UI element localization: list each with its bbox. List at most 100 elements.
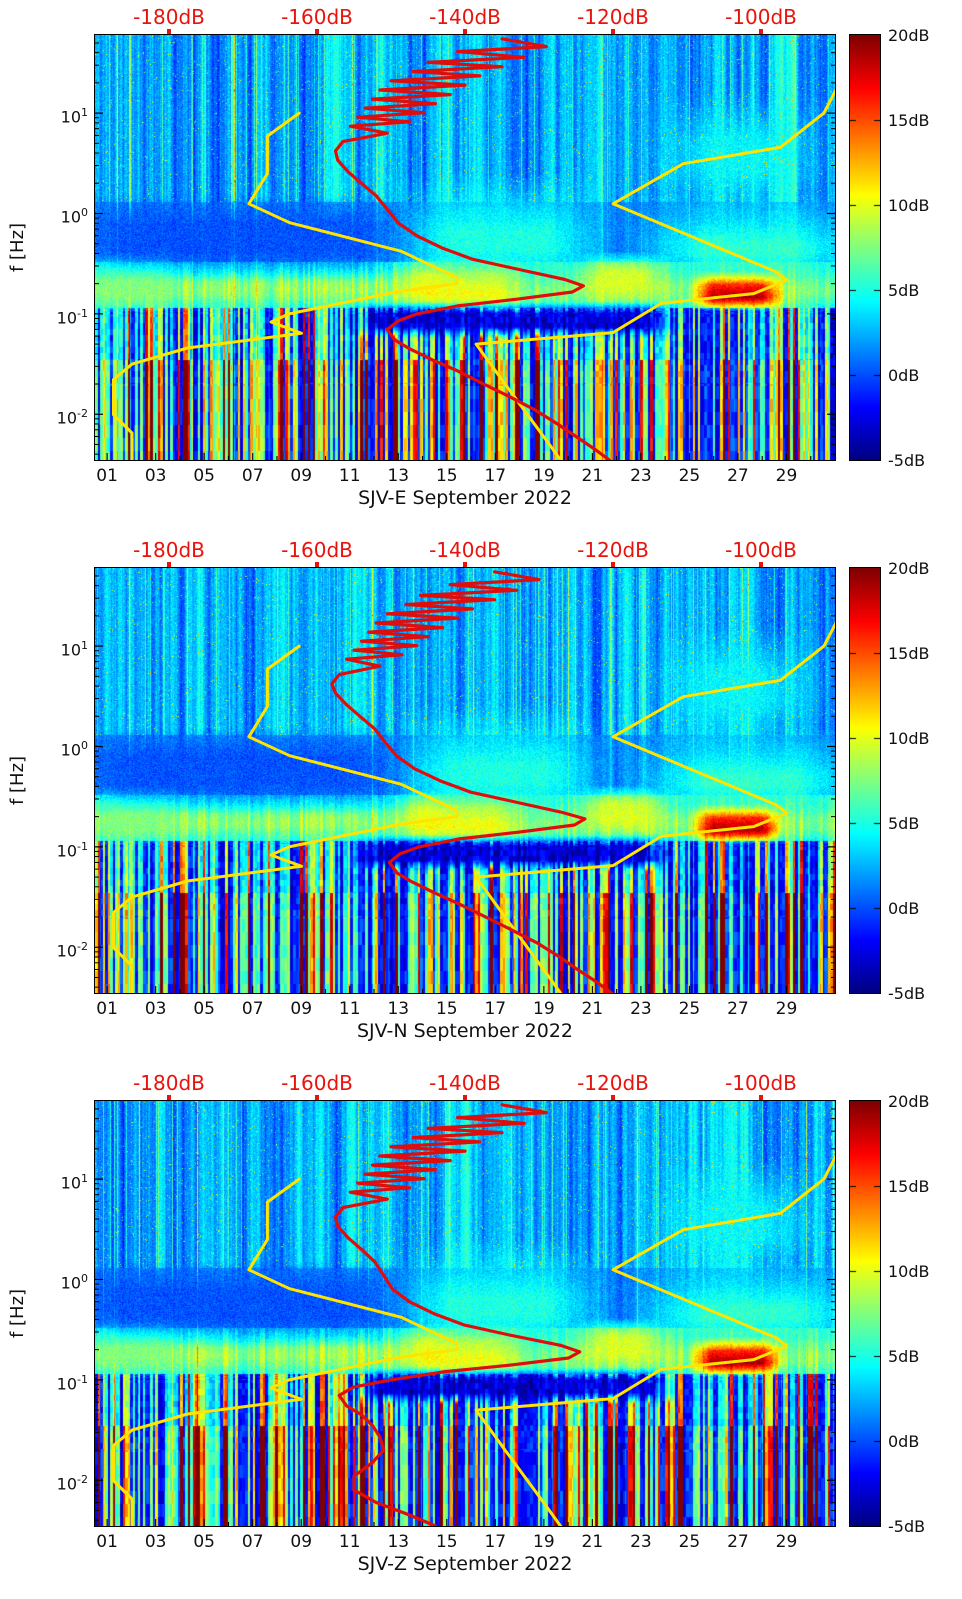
red-median-psd-curve <box>333 37 611 460</box>
red-median-psd-curve <box>330 570 614 993</box>
colorbar-gradient <box>850 568 880 993</box>
y-tick-exponent: -2 <box>77 940 88 954</box>
x-tick-label: 03 <box>144 999 167 1019</box>
x-tick-label: 17 <box>484 999 507 1019</box>
x-tick-label: 17 <box>484 1532 507 1552</box>
top-axis-db-label: -120dB <box>577 1071 649 1095</box>
x-tick-label: 23 <box>630 1532 652 1552</box>
y-tick-exponent: -1 <box>77 1372 88 1386</box>
y-tick-exponent: -1 <box>77 839 88 853</box>
y-tick-label: 10-2 <box>56 407 88 428</box>
x-tick-label: 07 <box>241 1532 264 1552</box>
spectrogram-canvas <box>95 568 835 993</box>
x-tick-label: 21 <box>581 999 604 1019</box>
top-axis-tick <box>315 29 319 36</box>
top-axis-db-label: -140dB <box>429 5 501 29</box>
y-axis-label-text: f [Hz] <box>7 755 29 806</box>
plot-overlay <box>95 1103 835 1526</box>
panel-title: SJV-N September 2022 <box>356 1020 574 1042</box>
x-tick-label: 15 <box>435 466 458 486</box>
yellow-high-noise-model-curve <box>474 88 835 460</box>
colorbar-tick-label: 5dB <box>888 281 920 300</box>
top-axis-db-label: -160dB <box>281 538 353 562</box>
colorbar-tick-label: 0dB <box>888 1432 920 1451</box>
colorbar-tick-label: 5dB <box>888 1347 920 1366</box>
x-tick-label: 27 <box>727 466 749 486</box>
colorbar <box>849 567 881 994</box>
y-tick-exponent: 1 <box>81 106 88 120</box>
top-axis-tick <box>611 562 615 569</box>
x-tick-label: 07 <box>241 999 264 1019</box>
y-axis-label: f [Hz] <box>0 1101 36 1526</box>
x-tick-label: 21 <box>581 1532 604 1552</box>
x-tick-label: 13 <box>387 999 410 1019</box>
y-axis-label: f [Hz] <box>0 35 36 460</box>
plot-area <box>94 34 836 461</box>
x-tick-label: 09 <box>290 466 313 486</box>
top-db-axis: -180dB -160dB -140dB -120dB -100dB <box>0 1066 962 1102</box>
x-tick-label: 11 <box>338 999 361 1019</box>
top-axis-db-label: -120dB <box>577 5 649 29</box>
spectrogram-panel-sjv-e: -180dB -160dB -140dB -120dB -100dB f [Hz] 10… <box>0 0 962 533</box>
y-tick-exponent: 0 <box>81 739 88 753</box>
y-tick-exponent: 1 <box>81 1172 88 1186</box>
top-axis-tick <box>463 562 467 569</box>
y-tick-label: 100 <box>60 1272 88 1293</box>
y-tick-label: 100 <box>60 206 88 227</box>
colorbar-tick-label: 15dB <box>888 644 930 663</box>
top-axis-db-label: -160dB <box>281 1071 353 1095</box>
top-axis-db-label: -180dB <box>133 538 205 562</box>
y-axis-label: f [Hz] <box>0 568 36 993</box>
top-axis-db-label: -100dB <box>725 5 797 29</box>
y-tick-label: 10-1 <box>56 306 88 328</box>
x-tick-label: 11 <box>338 466 361 486</box>
y-tick-label: 10-1 <box>56 1372 88 1394</box>
colorbar-tick-label: -5dB <box>888 1517 926 1536</box>
colorbar-tick-label: 10dB <box>888 729 930 748</box>
colorbar-tick-label: -5dB <box>888 984 926 1003</box>
colorbar-tick-label: 20dB <box>888 559 930 578</box>
top-axis-tick <box>315 1095 319 1102</box>
top-axis-db-label: -180dB <box>133 1071 205 1095</box>
y-axis-label-text: f [Hz] <box>7 222 29 273</box>
plot-area <box>94 1100 836 1527</box>
colorbar-tick-label: 0dB <box>888 366 920 385</box>
x-tick-label: 23 <box>630 999 652 1019</box>
x-tick-label: 03 <box>144 466 167 486</box>
x-tick-label: 27 <box>727 999 749 1019</box>
colorbar-tick-label: 15dB <box>888 1177 930 1196</box>
colorbar-tick-label: 0dB <box>888 899 920 918</box>
plot-overlay <box>95 570 835 993</box>
y-tick-label: 101 <box>60 1172 88 1193</box>
x-tick-label: 29 <box>775 999 798 1019</box>
x-tick-label: 19 <box>533 1532 555 1552</box>
top-axis-tick <box>611 1095 615 1102</box>
x-tick-label: 01 <box>96 1532 118 1552</box>
x-tick-label: 11 <box>338 1532 361 1552</box>
x-tick-label: 05 <box>193 1532 215 1552</box>
top-axis-tick <box>759 29 763 36</box>
top-axis-db-label: -100dB <box>725 538 797 562</box>
y-tick-label: 100 <box>60 739 88 760</box>
spectrogram-panel-sjv-n: -180dB -160dB -140dB -120dB -100dB f [Hz] 10… <box>0 533 962 1066</box>
x-tick-label: 19 <box>533 999 555 1019</box>
x-tick-label: 15 <box>435 999 458 1019</box>
spectrogram-canvas <box>95 1101 835 1526</box>
x-tick-label: 01 <box>96 999 118 1019</box>
top-axis-db-label: -140dB <box>429 1071 501 1095</box>
top-axis-db-label: -120dB <box>577 538 649 562</box>
x-tick-label: 25 <box>678 1532 701 1552</box>
x-tick-label: 15 <box>435 1532 458 1552</box>
colorbar-tick-label: 15dB <box>888 111 930 130</box>
x-tick-label: 01 <box>96 466 118 486</box>
y-tick-label: 101 <box>60 106 88 127</box>
y-axis-label-text: f [Hz] <box>7 1288 29 1339</box>
panel-title: SJV-E September 2022 <box>358 487 572 509</box>
colorbar <box>849 1100 881 1527</box>
y-tick-label: 101 <box>60 639 88 660</box>
x-tick-label: 29 <box>775 1532 798 1552</box>
colorbar <box>849 34 881 461</box>
x-tick-label: 05 <box>193 466 215 486</box>
spectrogram-panel-sjv-z: -180dB -160dB -140dB -120dB -100dB f [Hz] 10… <box>0 1066 962 1599</box>
x-tick-label: 05 <box>193 999 215 1019</box>
